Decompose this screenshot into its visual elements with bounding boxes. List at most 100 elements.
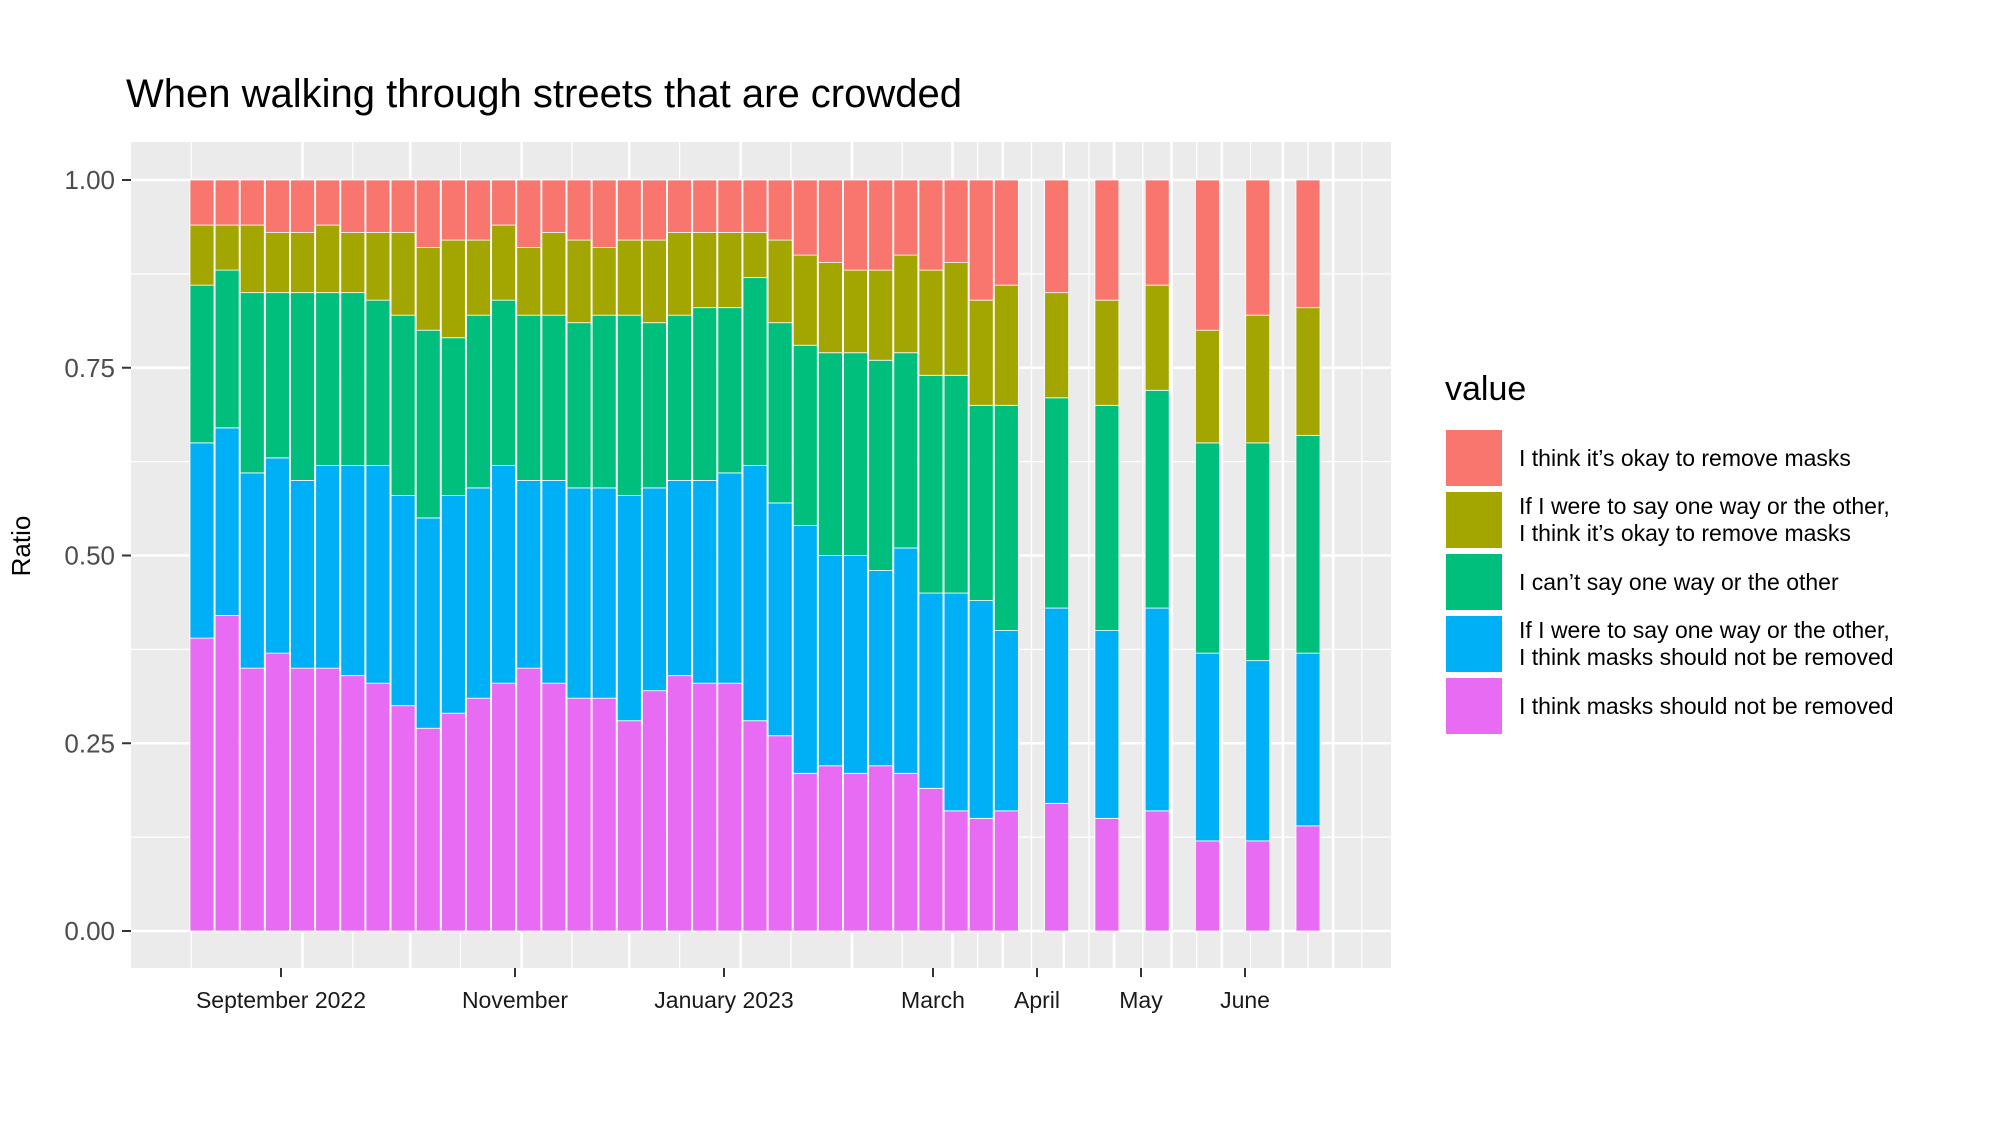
bar-segment xyxy=(943,374,969,594)
bar-segment xyxy=(968,817,994,932)
bar-segment xyxy=(315,179,341,226)
bar-segment xyxy=(1094,179,1120,301)
bar-segment xyxy=(918,374,944,594)
bar-segment xyxy=(993,284,1019,406)
bar-segment xyxy=(642,322,667,489)
bar-segment xyxy=(868,359,894,571)
bar-segment xyxy=(943,592,969,812)
bar-segment xyxy=(1144,284,1170,391)
legend-item: I think it’s okay to remove masks xyxy=(1445,427,1894,489)
bar-segment xyxy=(239,292,265,474)
bar-segment xyxy=(365,464,391,684)
bar-segment xyxy=(642,690,667,932)
bar-segment xyxy=(566,239,592,324)
bar-segment xyxy=(189,442,215,639)
bar-segment xyxy=(616,239,642,316)
bar-segment xyxy=(541,479,567,684)
bar-segment xyxy=(1295,179,1321,309)
bar-segment xyxy=(1295,434,1321,654)
legend-items: I think it’s okay to remove masks If I we… xyxy=(1445,427,1894,737)
legend-title: value xyxy=(1445,370,1527,408)
bar-segment xyxy=(491,464,517,684)
bar-segment xyxy=(692,232,718,309)
x-axis: September 2022 November January 2023 March A… xyxy=(196,968,1270,1013)
bar-segment xyxy=(541,232,567,316)
bars xyxy=(189,179,1321,932)
bar-segment xyxy=(315,464,341,669)
bar-segment xyxy=(591,314,617,489)
x-tick-label: May xyxy=(1119,987,1163,1013)
bar-segment xyxy=(843,352,868,556)
bar-segment xyxy=(491,179,517,226)
legend-key-swatch xyxy=(1445,429,1503,487)
legend-label: If I were to say one way or the other, I… xyxy=(1519,493,1890,546)
bar-segment xyxy=(516,247,542,316)
bar-segment xyxy=(1144,179,1170,286)
bar-segment xyxy=(1295,307,1321,436)
bar-segment xyxy=(667,675,692,932)
bar-segment xyxy=(466,179,491,241)
y-tick-label: 1.00 xyxy=(64,165,115,195)
bar-segment xyxy=(717,179,743,233)
bar-segment xyxy=(918,592,944,789)
bar-segment xyxy=(843,772,868,932)
bar-segment xyxy=(993,810,1019,932)
bar-segment xyxy=(1044,179,1070,294)
bar-segment xyxy=(390,232,416,316)
bar-segment xyxy=(1195,442,1220,654)
bar-segment xyxy=(642,179,667,241)
bar-segment xyxy=(893,547,919,774)
bar-segment xyxy=(290,292,315,481)
bar-segment xyxy=(868,570,894,767)
bar-segment xyxy=(868,179,894,271)
bar-segment xyxy=(818,262,843,354)
bar-segment xyxy=(943,810,969,932)
bar-segment xyxy=(440,495,466,714)
bar-segment xyxy=(440,179,466,241)
bar-segment xyxy=(265,652,290,932)
bar-segment xyxy=(239,179,265,226)
bar-segment xyxy=(1245,840,1271,932)
bar-segment xyxy=(868,765,894,932)
bar-segment xyxy=(239,667,265,932)
bar-segment xyxy=(968,600,994,819)
legend-label: If I were to say one way or the other, I… xyxy=(1519,617,1894,670)
legend-key-swatch xyxy=(1445,615,1503,673)
bar-segment xyxy=(616,720,642,932)
bar-segment xyxy=(1094,404,1120,631)
y-tick-label: 0.25 xyxy=(64,728,115,758)
bar-segment xyxy=(692,307,718,481)
bar-segment xyxy=(1245,660,1271,842)
bar-segment xyxy=(943,262,969,376)
bar-segment xyxy=(717,472,743,684)
legend-label: I think it’s okay to remove masks xyxy=(1519,444,1851,471)
bar-segment xyxy=(717,232,743,309)
bar-segment xyxy=(767,179,793,241)
bar-segment xyxy=(843,555,868,774)
bar-segment xyxy=(717,682,743,932)
x-tick-label: March xyxy=(901,987,965,1013)
x-tick-label: November xyxy=(462,987,568,1013)
bar-segment xyxy=(843,269,868,354)
bar-segment xyxy=(591,179,617,248)
bar-segment xyxy=(415,329,441,519)
bar-segment xyxy=(516,314,542,481)
bar-segment xyxy=(742,232,768,279)
bar-segment xyxy=(265,292,290,459)
bar-segment xyxy=(993,404,1019,631)
bar-segment xyxy=(818,352,843,556)
bar-segment xyxy=(390,495,416,707)
bar-segment xyxy=(239,472,265,669)
legend-label: I think masks should not be removed xyxy=(1519,692,1894,719)
bar-segment xyxy=(1144,810,1170,932)
bar-segment xyxy=(1295,825,1321,932)
bar-segment xyxy=(918,179,944,271)
bar-segment xyxy=(466,697,491,932)
bar-segment xyxy=(315,224,341,294)
bar-segment xyxy=(792,254,818,346)
bar-segment xyxy=(189,224,215,286)
bar-segment xyxy=(616,495,642,722)
bar-segment xyxy=(390,705,416,932)
bar-segment xyxy=(390,179,416,233)
